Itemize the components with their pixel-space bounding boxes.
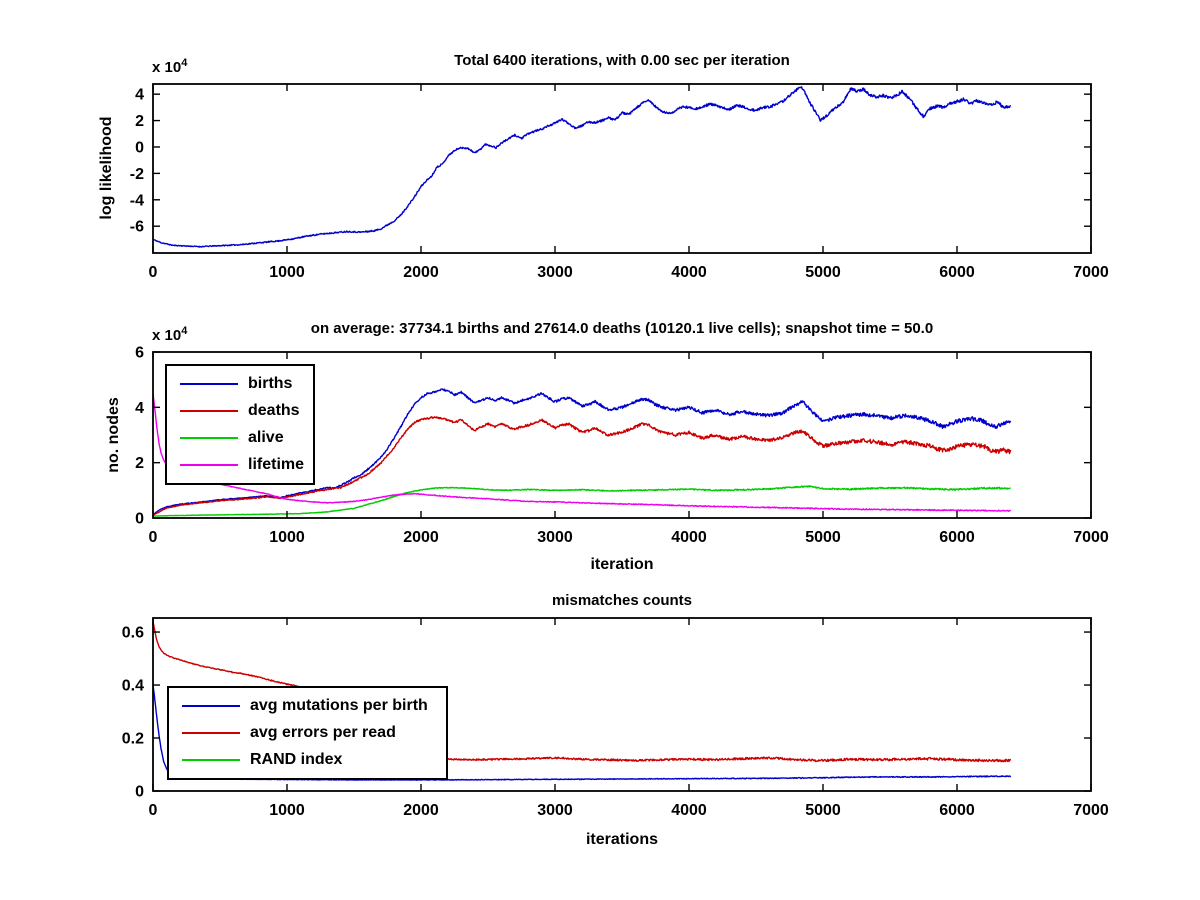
x-tick-label: 6000 xyxy=(939,802,975,819)
births-line-swatch xyxy=(180,382,238,385)
series-line-deaths xyxy=(153,416,1012,516)
legend-item-alive: alive xyxy=(167,429,313,447)
x-tick-label: 5000 xyxy=(805,802,841,819)
x-tick-label: 1000 xyxy=(269,529,305,546)
series-line-lifetime xyxy=(153,393,1012,512)
y-tick-label: 0.4 xyxy=(122,678,144,695)
y-tick-label: -4 xyxy=(130,192,144,209)
x-tick-label: 5000 xyxy=(805,529,841,546)
x-tick-label: 3000 xyxy=(537,802,573,819)
legend-bottom: avg mutations per birth avg errors per r… xyxy=(167,686,448,780)
x-tick-label: 6000 xyxy=(939,264,975,281)
legend-label: RAND index xyxy=(250,751,343,769)
mutations-line-swatch xyxy=(182,704,240,707)
x-tick-label: 7000 xyxy=(1073,264,1109,281)
legend-item-deaths: deaths xyxy=(167,402,313,420)
lifetime-line-swatch xyxy=(180,464,238,467)
subplot-top: 0 1000 2000 3000 4000 5000 6000 7000 -6 -4 -2 0 2 4 xyxy=(130,83,1109,281)
middle-xlabel: iteration xyxy=(590,556,654,573)
y-tick-label: -6 xyxy=(130,219,144,236)
legend-label: deaths xyxy=(248,401,300,419)
y-tick-label: 6 xyxy=(135,345,144,362)
bottom-xlabel: iterations xyxy=(585,831,658,848)
legend-label: alive xyxy=(248,429,284,447)
legend-label: births xyxy=(248,374,293,392)
legend-item-avg-errors: avg errors per read xyxy=(169,724,446,742)
y-tick-label: 4 xyxy=(135,87,144,104)
subplot-middle: 0 1000 2000 3000 4000 5000 6000 7000 0 2 4 6 xyxy=(135,345,1109,547)
x-tick-label: 1000 xyxy=(269,264,305,281)
x-tick-label: 4000 xyxy=(671,802,707,819)
x-tick-label: 1000 xyxy=(269,802,305,819)
legend-label: avg mutations per birth xyxy=(250,696,428,714)
y-tick-label: 4 xyxy=(135,400,144,417)
x-tick-label: 3000 xyxy=(537,264,573,281)
top-ylabel: log likelihood xyxy=(98,116,115,220)
series-line-avg-errors-per-read xyxy=(153,621,1012,763)
x-tick-label: 4000 xyxy=(671,529,707,546)
alive-line-swatch xyxy=(180,437,238,440)
series-line-births xyxy=(153,388,1012,516)
y-tick-label: 0.6 xyxy=(122,625,144,642)
middle-y-multiplier: x 104 xyxy=(152,325,188,344)
y-tick-label: 2 xyxy=(135,113,144,130)
y-tick-label: 0 xyxy=(135,784,144,801)
rand-index-line-swatch xyxy=(182,759,240,762)
x-tick-label: 3000 xyxy=(537,529,573,546)
x-tick-label: 0 xyxy=(149,802,158,819)
legend-middle: births deaths alive lifetime xyxy=(165,364,315,485)
x-tick-label: 7000 xyxy=(1073,802,1109,819)
bottom-plot-title: mismatches counts xyxy=(551,592,693,609)
legend-label: avg errors per read xyxy=(250,723,396,741)
errors-line-swatch xyxy=(182,731,240,734)
y-tick-label: 2 xyxy=(135,455,144,472)
x-tick-label: 2000 xyxy=(403,802,439,819)
legend-label: lifetime xyxy=(248,456,305,474)
y-tick-label: 0 xyxy=(135,511,144,528)
middle-axes-box xyxy=(152,351,1092,519)
series-line-log-likelihood xyxy=(153,86,1012,248)
legend-item-lifetime: lifetime xyxy=(167,456,313,474)
y-tick-label: 0 xyxy=(135,139,144,156)
legend-item-avg-mutations: avg mutations per birth xyxy=(169,697,446,715)
middle-plot-title: on average: 37734.1 births and 27614.0 d… xyxy=(310,320,934,337)
middle-ylabel: no. nodes xyxy=(105,397,122,473)
legend-item-births: births xyxy=(167,375,313,393)
y-tick-label: 0.2 xyxy=(122,731,144,748)
x-tick-label: 5000 xyxy=(805,264,841,281)
x-tick-label: 4000 xyxy=(671,264,707,281)
x-tick-label: 0 xyxy=(149,264,158,281)
top-y-multiplier: x 104 xyxy=(152,57,188,76)
x-tick-label: 2000 xyxy=(403,529,439,546)
x-tick-label: 6000 xyxy=(939,529,975,546)
x-tick-label: 0 xyxy=(149,529,158,546)
series-line-alive xyxy=(153,485,1011,517)
bottom-axes-box xyxy=(152,617,1092,792)
subplot-bottom: 0 1000 2000 3000 4000 5000 6000 7000 0 0.2 0.4 0.6 xyxy=(122,617,1109,819)
top-plot-title: Total 6400 iterations, with 0.00 sec per… xyxy=(454,52,790,69)
x-tick-label: 2000 xyxy=(403,264,439,281)
x-tick-label: 7000 xyxy=(1073,529,1109,546)
deaths-line-swatch xyxy=(180,409,238,412)
y-tick-label: -2 xyxy=(130,166,144,183)
legend-item-rand-index: RAND index xyxy=(169,751,446,769)
top-axes-box xyxy=(152,83,1092,254)
